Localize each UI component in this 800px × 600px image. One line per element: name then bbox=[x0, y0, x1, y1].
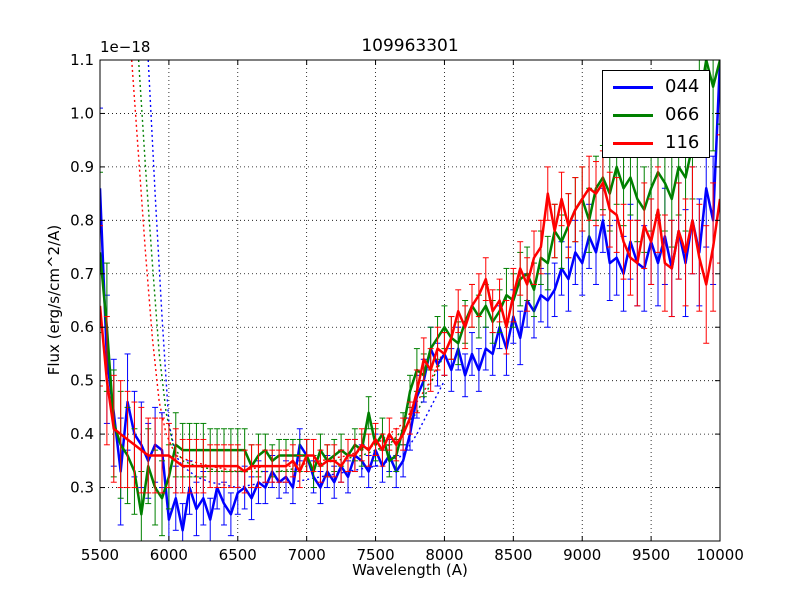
x-tick-label: 9000 bbox=[563, 546, 601, 564]
legend-label-044: 044 bbox=[665, 76, 700, 97]
y-tick-label: 0.8 bbox=[70, 211, 94, 229]
x-tick-label: 8500 bbox=[494, 546, 532, 564]
series-line-116 bbox=[100, 181, 720, 473]
x-tick-label: 9500 bbox=[632, 546, 670, 564]
model-line-116 bbox=[130, 60, 446, 473]
x-tick-label: 10000 bbox=[696, 546, 744, 564]
y-tick-label: 0.6 bbox=[70, 318, 94, 336]
legend: 044 066 116 bbox=[602, 70, 710, 158]
y-axis-label: Flux (erg/s/cm^2/A) bbox=[45, 224, 63, 376]
y-tick-label: 1.1 bbox=[70, 51, 94, 69]
legend-entry-116: 116 bbox=[613, 129, 709, 157]
legend-entry-066: 066 bbox=[613, 101, 709, 129]
model-line-066 bbox=[137, 60, 446, 473]
legend-swatch-116 bbox=[613, 142, 653, 145]
chart-title: 109963301 bbox=[361, 36, 459, 56]
x-tick-label: 7000 bbox=[288, 546, 326, 564]
y-tick-label: 0.7 bbox=[70, 265, 94, 283]
x-tick-label: 6500 bbox=[219, 546, 257, 564]
y-offset-label: 1e−18 bbox=[100, 38, 151, 56]
y-tick-label: 0.5 bbox=[70, 372, 94, 390]
y-tick-label: 0.4 bbox=[70, 425, 94, 443]
legend-swatch-044 bbox=[613, 86, 653, 89]
x-tick-label: 8000 bbox=[425, 546, 463, 564]
y-tick-label: 1.0 bbox=[70, 104, 94, 122]
x-tick-label: 7500 bbox=[356, 546, 394, 564]
axes-frame bbox=[99, 59, 721, 542]
x-axis-label: Wavelength (A) bbox=[352, 561, 468, 579]
x-tick-label: 5500 bbox=[81, 546, 119, 564]
x-tick-label: 6000 bbox=[150, 546, 188, 564]
series-116 bbox=[100, 134, 720, 494]
legend-label-116: 116 bbox=[665, 132, 700, 153]
legend-entry-044: 044 bbox=[613, 73, 709, 101]
y-tick-label: 0.9 bbox=[70, 158, 94, 176]
plot-area bbox=[100, 60, 720, 541]
legend-label-066: 066 bbox=[665, 104, 700, 125]
legend-swatch-066 bbox=[613, 114, 653, 117]
y-tick-label: 0.3 bbox=[70, 479, 94, 497]
